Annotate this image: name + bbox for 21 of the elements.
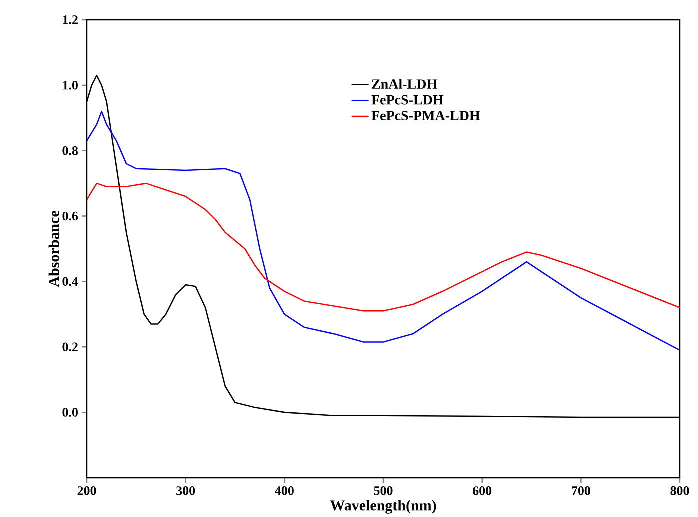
- y-tick-label: 0.6: [62, 212, 78, 221]
- x-axis-title: Wavelength(nm): [330, 500, 436, 514]
- line-series: [87, 110, 680, 351]
- x-tick-label: 700: [572, 486, 590, 496]
- x-tick-label: 300: [176, 486, 196, 496]
- x-tick-label: 800: [670, 486, 690, 496]
- x-tick-label: 400: [275, 486, 294, 496]
- y-tick-label: 0.4: [62, 277, 78, 286]
- x-tick-label: 500: [374, 486, 393, 496]
- x-tick-label: 200: [78, 486, 96, 496]
- line-series: [87, 182, 680, 312]
- y-tick-label: 1.2: [63, 15, 78, 24]
- y-axis-title: Absorbance: [48, 210, 60, 288]
- y-tick-label: 0.8: [62, 146, 78, 156]
- y-tick-label: 0.0: [62, 408, 78, 417]
- y-tick-label: 1.0: [63, 80, 78, 90]
- legend-label: ZnAl-LDH: [372, 79, 438, 89]
- legend-label: FePcS-LDH: [372, 95, 444, 105]
- y-tick-label: 0.2: [62, 342, 78, 352]
- legend-label: FePcS-PMA-LDH: [372, 111, 480, 120]
- x-tick-label: 600: [473, 486, 492, 496]
